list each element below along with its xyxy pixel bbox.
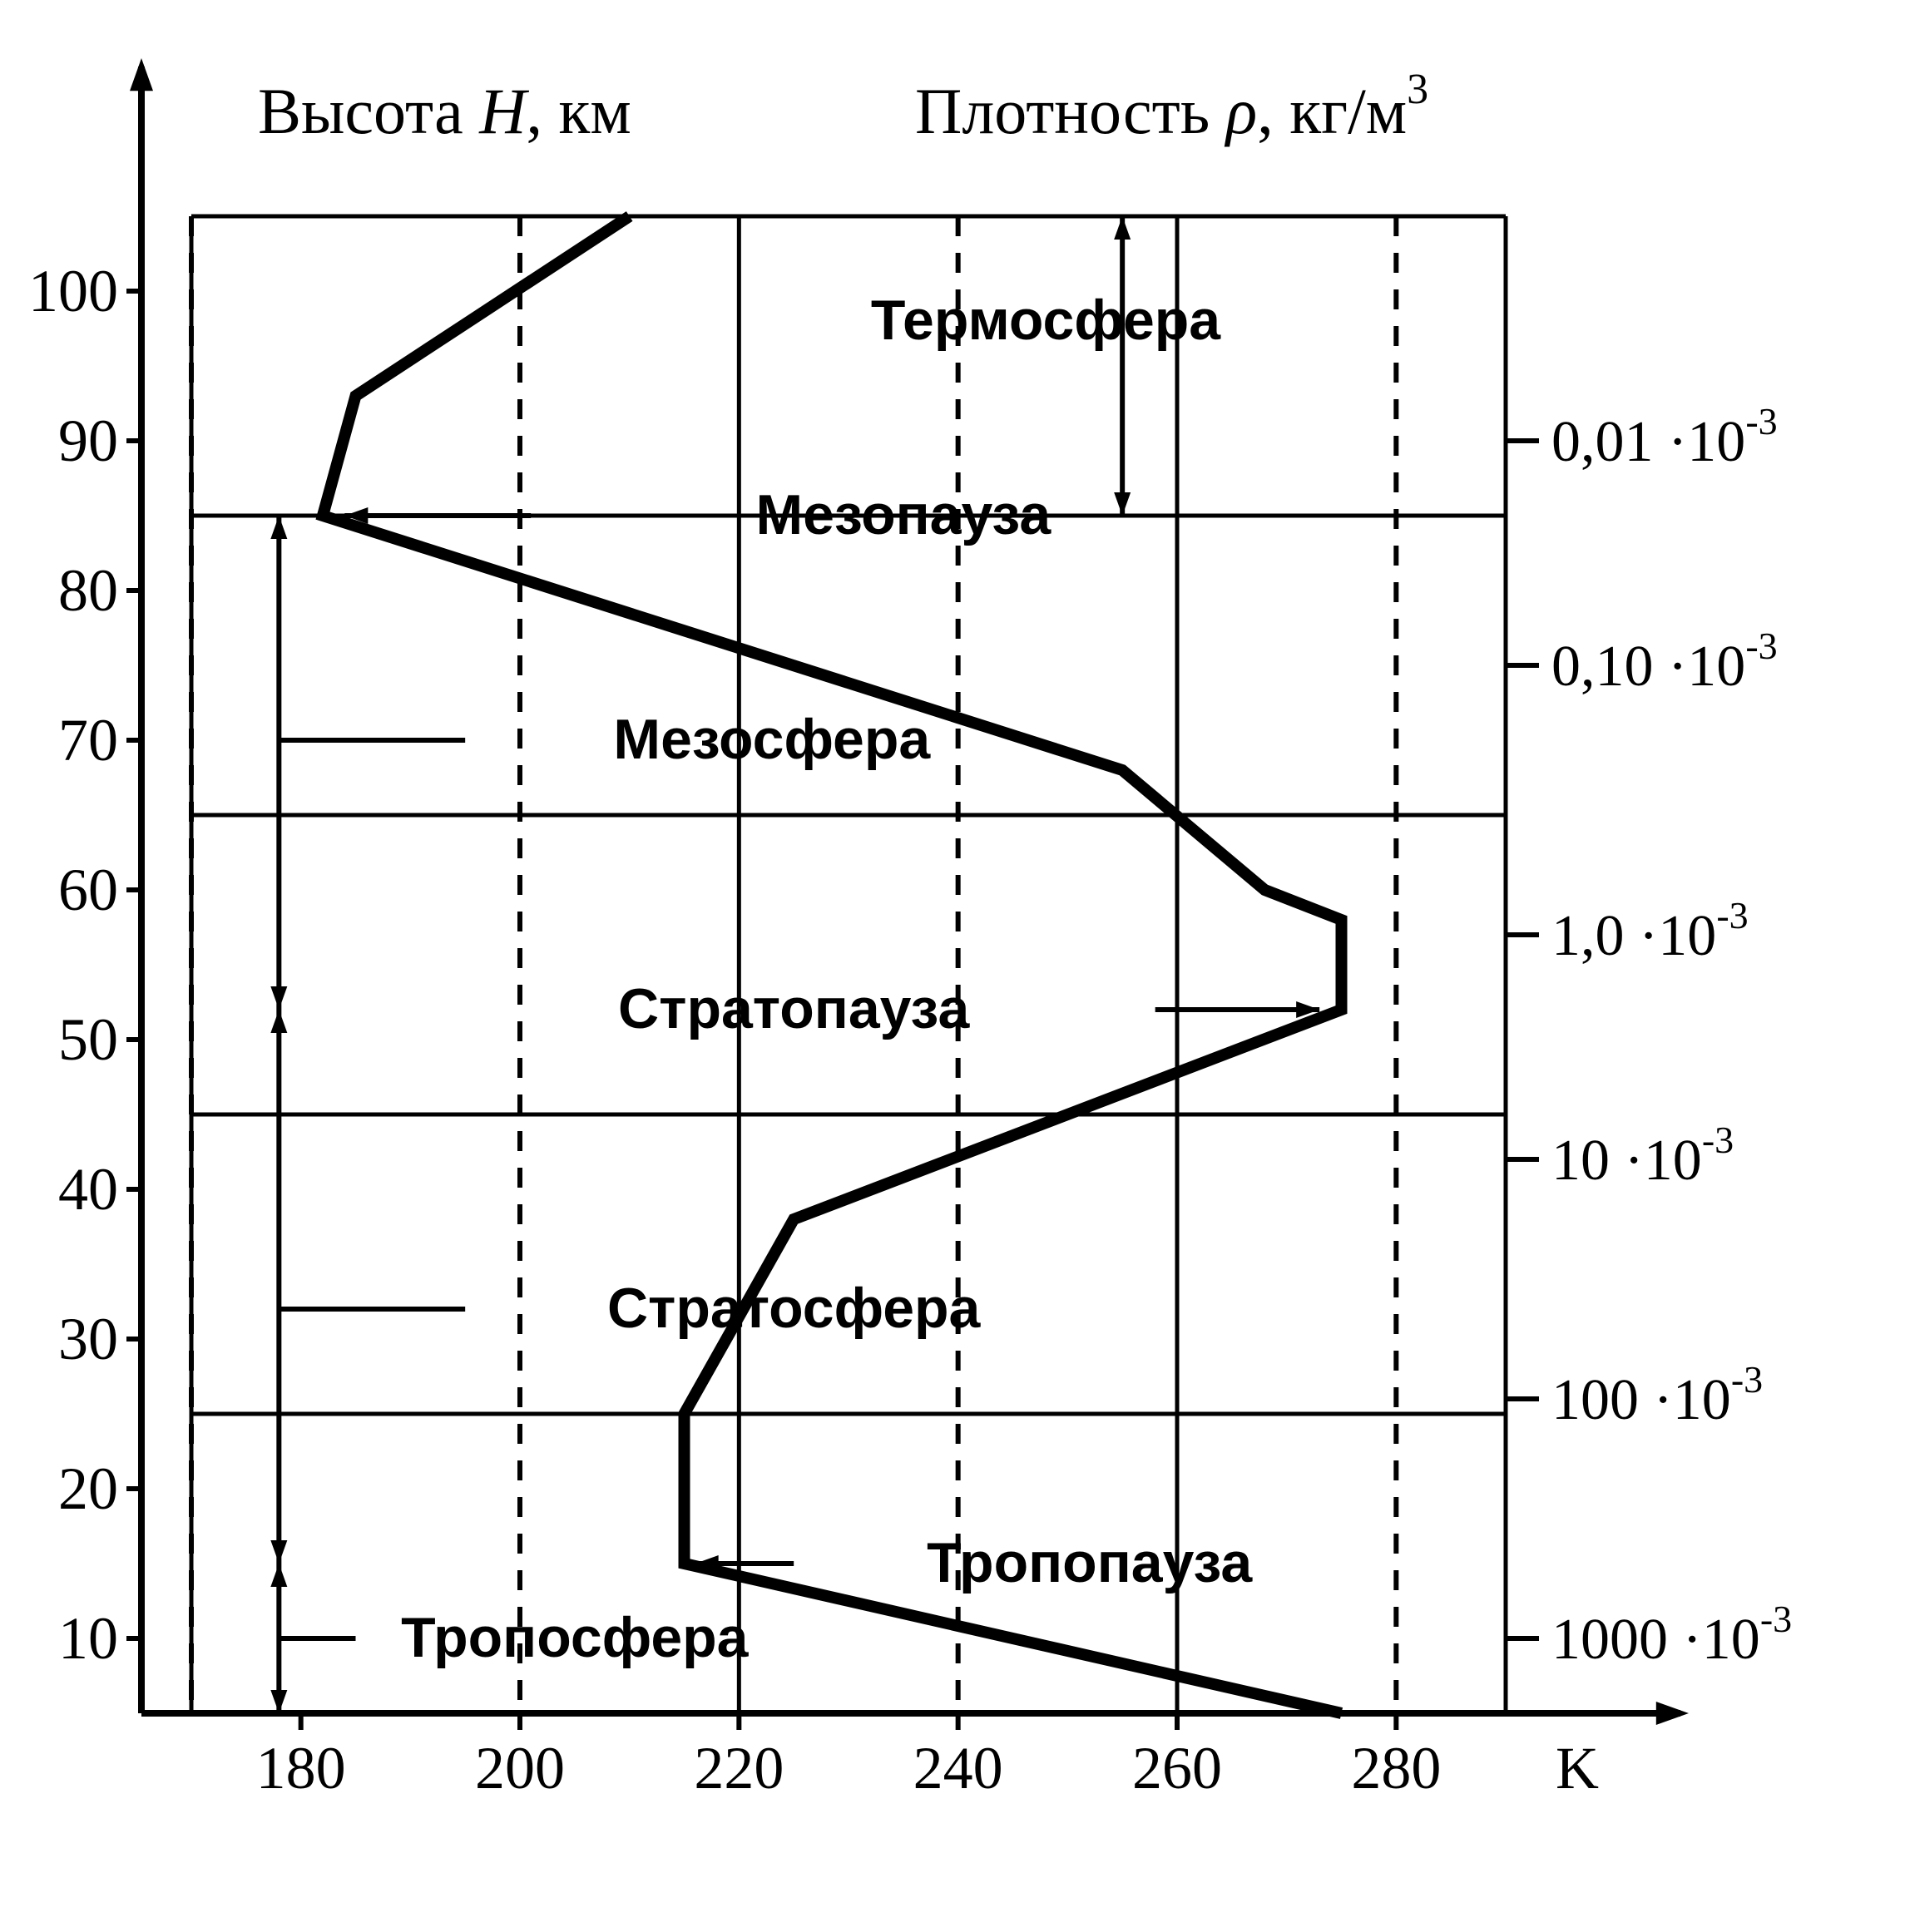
svg-text:0,10 ·10-3: 0,10 ·10-3 <box>1551 625 1778 699</box>
svg-text:Тропосфера: Тропосфера <box>401 1606 750 1669</box>
svg-text:10: 10 <box>58 1605 118 1672</box>
svg-text:180: 180 <box>256 1735 346 1801</box>
svg-text:Тропопауза: Тропопауза <box>927 1531 1253 1594</box>
chart-svg: Высота H, км Плотность ρ, кг/м3 10 20 30 40 50… <box>33 33 1872 1899</box>
svg-text:100: 100 <box>33 258 118 324</box>
svg-text:40: 40 <box>58 1156 118 1223</box>
svg-text:20: 20 <box>58 1455 118 1522</box>
svg-text:Плотность ρ, кг/м3: Плотность ρ, кг/м3 <box>915 66 1428 147</box>
svg-text:K: K <box>1556 1735 1599 1801</box>
atmosphere-chart: Высота H, км Плотность ρ, кг/м3 10 20 30 40 50… <box>33 33 1872 1899</box>
svg-text:Стратосфера: Стратосфера <box>607 1277 982 1340</box>
svg-text:Мезосфера: Мезосфера <box>613 708 931 771</box>
svg-text:240: 240 <box>913 1735 1003 1801</box>
svg-text:50: 50 <box>58 1006 118 1073</box>
svg-text:70: 70 <box>58 707 118 773</box>
svg-text:Мезопауза: Мезопауза <box>756 483 1052 546</box>
svg-text:90: 90 <box>58 408 118 474</box>
svg-text:220: 220 <box>694 1735 784 1801</box>
svg-text:Высота H, км: Высота H, км <box>258 75 631 147</box>
svg-text:100 ·10-3: 100 ·10-3 <box>1551 1358 1763 1432</box>
svg-text:10 ·10-3: 10 ·10-3 <box>1551 1119 1734 1193</box>
svg-text:1000 ·10-3: 1000 ·10-3 <box>1551 1598 1792 1672</box>
svg-text:1,0 ·10-3: 1,0 ·10-3 <box>1551 894 1749 968</box>
svg-text:0,01 ·10-3: 0,01 ·10-3 <box>1551 400 1778 474</box>
svg-text:80: 80 <box>58 557 118 624</box>
svg-text:Термосфера: Термосфера <box>871 289 1221 352</box>
svg-text:60: 60 <box>58 857 118 923</box>
svg-text:Стратопауза: Стратопауза <box>618 977 970 1040</box>
svg-text:260: 260 <box>1132 1735 1222 1801</box>
svg-text:200: 200 <box>475 1735 565 1801</box>
svg-text:280: 280 <box>1351 1735 1441 1801</box>
svg-text:30: 30 <box>58 1306 118 1372</box>
